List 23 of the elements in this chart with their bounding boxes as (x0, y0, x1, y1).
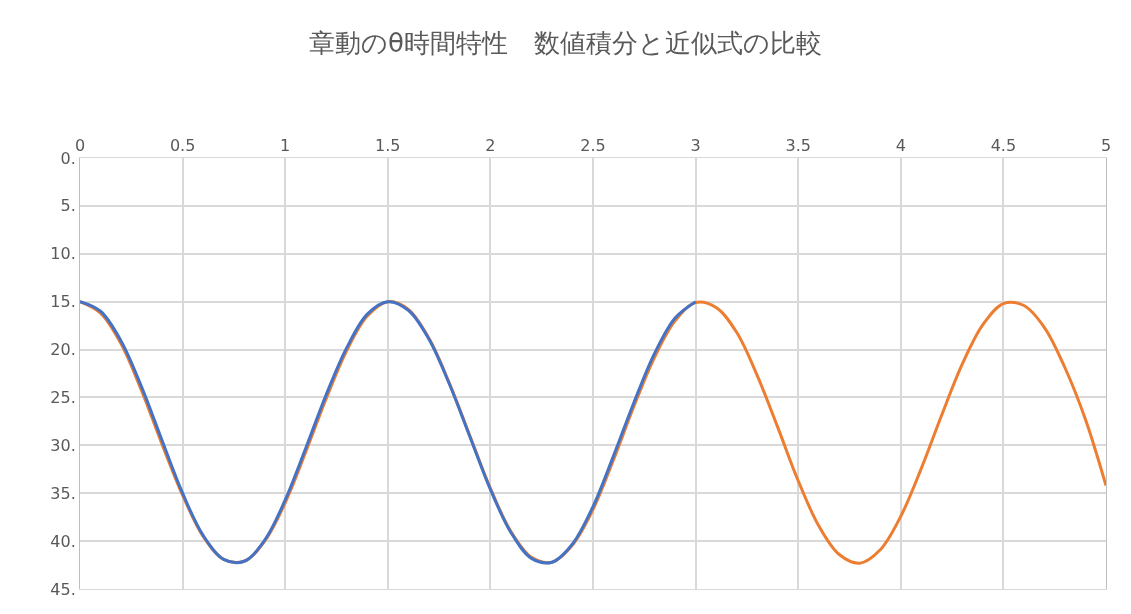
x-tick-label: 4.5 (990, 135, 1017, 155)
x-tick-label: 3.5 (785, 135, 811, 155)
x-tick-label: 3 (690, 135, 701, 155)
y-tick-label: 45. (50, 579, 76, 599)
y-tick-label: 30. (50, 435, 76, 455)
x-tick-label: 0.5 (169, 135, 196, 155)
x-tick-label: 4 (895, 135, 906, 155)
x-tick-label: 2.5 (580, 135, 606, 155)
x-tick-label: 5 (1100, 135, 1112, 155)
y-tick-label: 0. (60, 148, 76, 168)
x-tick-label: 0 (74, 135, 86, 155)
y-tick-label: 10. (50, 244, 76, 264)
line-series (80, 300, 698, 564)
y-tick-label: 5. (60, 196, 76, 216)
y-tick-label: 15. (50, 292, 76, 312)
chart-title: 章動のθ時間特性 数値積分と近似式の比較 (309, 28, 822, 59)
y-tick-label: 25. (50, 388, 76, 408)
y-tick-label: 20. (50, 340, 76, 360)
y-tick-label: 35. (50, 483, 76, 503)
y-tick-label: 40. (50, 531, 76, 551)
x-tick-label: 1.5 (375, 135, 401, 155)
x-tick-label: 1 (280, 135, 291, 155)
x-tick-label: 2 (485, 135, 496, 155)
